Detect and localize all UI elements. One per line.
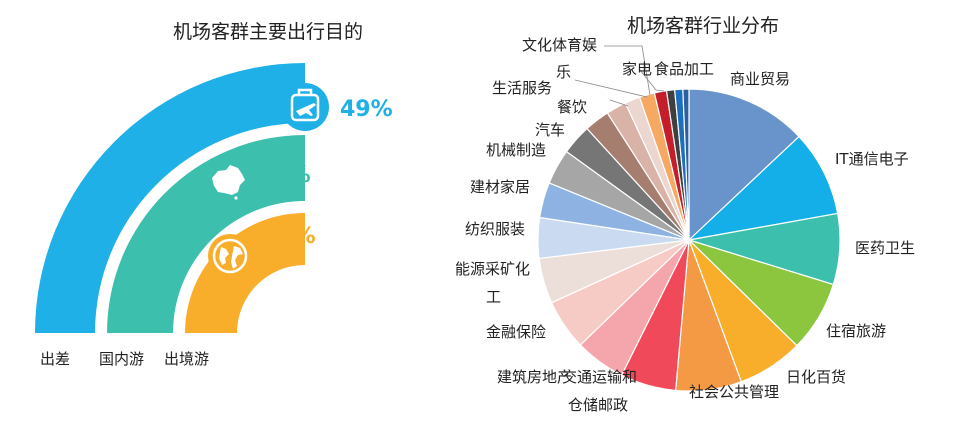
pie-label-hotel-travel: 住宿旅游 <box>826 322 886 340</box>
category-label-outbound: 出境游 <box>164 350 209 368</box>
pie-slice-1 <box>687 135 839 241</box>
percent-label-domestic: 29% <box>258 163 311 188</box>
pie-label-auto: 汽车 <box>535 121 565 139</box>
leader-line-1 <box>574 79 648 98</box>
pie-label-finance: 金融保险 <box>486 323 546 341</box>
pie-label-energy-line2: 工 <box>486 288 501 306</box>
pie-label-appliance: 家电 <box>622 60 652 78</box>
leader-line-2 <box>609 99 629 107</box>
pie-slice-21 <box>682 88 690 241</box>
arc-business <box>35 63 305 333</box>
pie-label-catering: 餐饮 <box>557 98 587 116</box>
category-label-business: 出差 <box>40 350 70 368</box>
pie-label-culture-sports: 文化体育娱 <box>522 36 597 54</box>
pie-label-food-processing: 食品加工 <box>654 60 714 78</box>
pie-label-it: IT通信电子 <box>835 150 909 168</box>
globe-icon <box>208 234 252 278</box>
pie-label-energy-line1: 能源采矿化 <box>455 260 530 278</box>
china-map-icon <box>205 161 249 205</box>
suitcase-plane-icon <box>281 83 329 131</box>
pie-label-machinery: 机械制造 <box>486 141 546 159</box>
pie-label-entertainment-tail: 乐 <box>556 63 571 81</box>
category-label-domestic: 国内游 <box>99 350 144 368</box>
pie-label-public-admin: 社会公共管理 <box>689 383 779 401</box>
pie-label-daily-goods: 日化百货 <box>786 368 846 386</box>
pie-label-transport-line1: 交通运输和 <box>562 368 637 386</box>
right-chart-title: 机场客群行业分布 <box>627 15 779 37</box>
pie-label-medical: 医药卫生 <box>855 239 915 257</box>
arc-domestic <box>107 135 305 333</box>
pie-label-construction: 建筑房地产 <box>497 368 572 386</box>
leader-line-3 <box>639 69 665 92</box>
pie-label-life-services: 生活服务 <box>492 79 552 97</box>
pie-label-building-materials: 建材家居 <box>470 178 530 196</box>
left-chart-title: 机场客群主要出行目的 <box>173 21 363 43</box>
pie-slice-0 <box>688 88 800 242</box>
pie-label-commerce: 商业贸易 <box>730 70 790 88</box>
arc-outbound <box>185 213 305 333</box>
percent-label-business: 49% <box>340 97 393 122</box>
pie-label-transport-line2: 仓储邮政 <box>568 396 628 414</box>
pie-label-textile: 纺织服装 <box>465 220 525 238</box>
percent-label-outbound: 22% <box>263 224 316 249</box>
